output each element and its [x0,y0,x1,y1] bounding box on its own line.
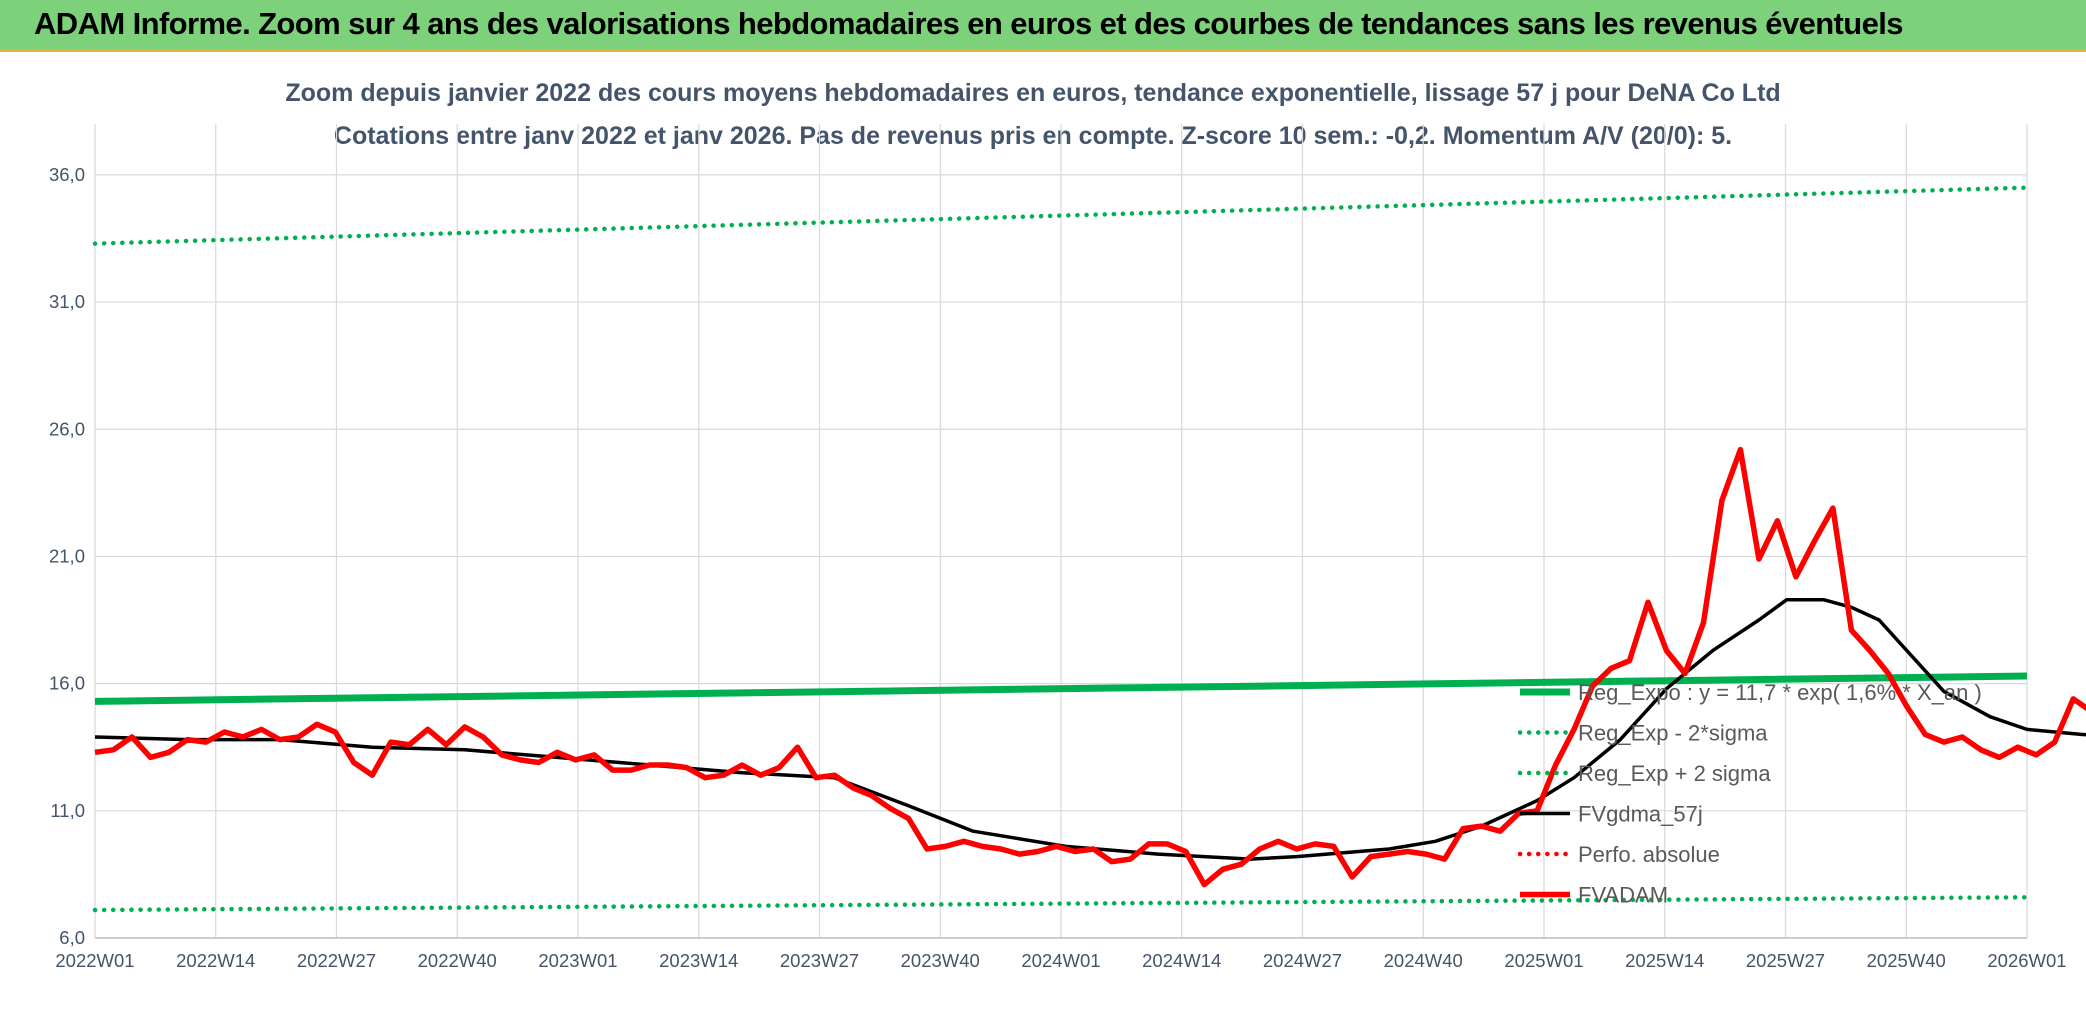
series-reg-exp-2-sigma [92,895,2030,913]
chart-subtitle: Cotations entre janv 2022 et janv 2026. … [334,122,1732,150]
x-axis-ticks: 2022W01 2022W14 2022W27 2022W40 2023W01 2023W… [55,950,2066,971]
report-banner: ADAM Informe. Zoom sur 4 ans des valoris… [0,0,2086,52]
series-reg-expo-y-11-7-exp-1-6-x-an- [94,672,2028,705]
y-tick-label: 36,0 [49,164,85,185]
chart-title: Zoom depuis janvier 2022 des cours moyen… [285,79,1780,107]
x-tick-label: 2026W01 [1987,950,2066,971]
x-tick-label: 2022W40 [418,950,497,971]
grid-lines [94,124,2028,939]
x-tick-label: 2024W27 [1263,950,1342,971]
plot-background [0,52,2086,1031]
y-tick-label: 6,0 [59,927,85,948]
x-tick-label: 2023W14 [659,950,738,971]
series-lines [92,185,2086,913]
x-tick-label: 2025W14 [1625,950,1704,971]
y-tick-label: 31,0 [49,291,85,312]
x-tick-label: 2023W01 [538,950,617,971]
legend-label: FVADAM [1578,883,1668,908]
series-fvadam [94,446,2086,888]
x-tick-label: 2023W40 [901,950,980,971]
x-tick-label: 2025W01 [1504,950,1583,971]
x-tick-label: 2025W27 [1746,950,1825,971]
legend-label: Reg_Exp - 2*sigma [1578,721,1768,746]
y-tick-label: 21,0 [49,545,85,566]
x-tick-label: 2024W14 [1142,950,1221,971]
legend-label: Reg_Exp + 2 sigma [1578,761,1771,786]
x-tick-label: 2022W27 [297,950,376,971]
legend-label: Reg_Expo : y = 11,7 * exp( 1,6% * X_an ) [1578,680,1982,705]
y-tick-label: 26,0 [49,418,85,439]
x-tick-label: 2024W01 [1021,950,1100,971]
series-reg-exp-2-sigma [92,185,2030,246]
legend-label: FVgdma_57j [1578,802,1703,827]
x-tick-label: 2024W40 [1384,950,1463,971]
y-tick-label: 16,0 [49,673,85,694]
x-tick-label: 2025W40 [1867,950,1946,971]
x-tick-label: 2023W27 [780,950,859,971]
x-tick-label: 2022W01 [55,950,134,971]
report-title: ADAM Informe. Zoom sur 4 ans des valoris… [34,6,1904,41]
legend: Reg_Expo : y = 11,7 * exp( 1,6% * X_an )… [1517,680,1982,908]
y-tick-label: 11,0 [50,800,85,821]
y-axis-ticks: 6,0 11,0 16,0 21,0 26,0 31,0 36,0 [49,164,85,948]
x-tick-label: 2022W14 [176,950,255,971]
chart-area: Zoom depuis janvier 2022 des cours moyen… [0,52,2086,1031]
legend-label: Perfo. absolue [1578,842,1720,867]
